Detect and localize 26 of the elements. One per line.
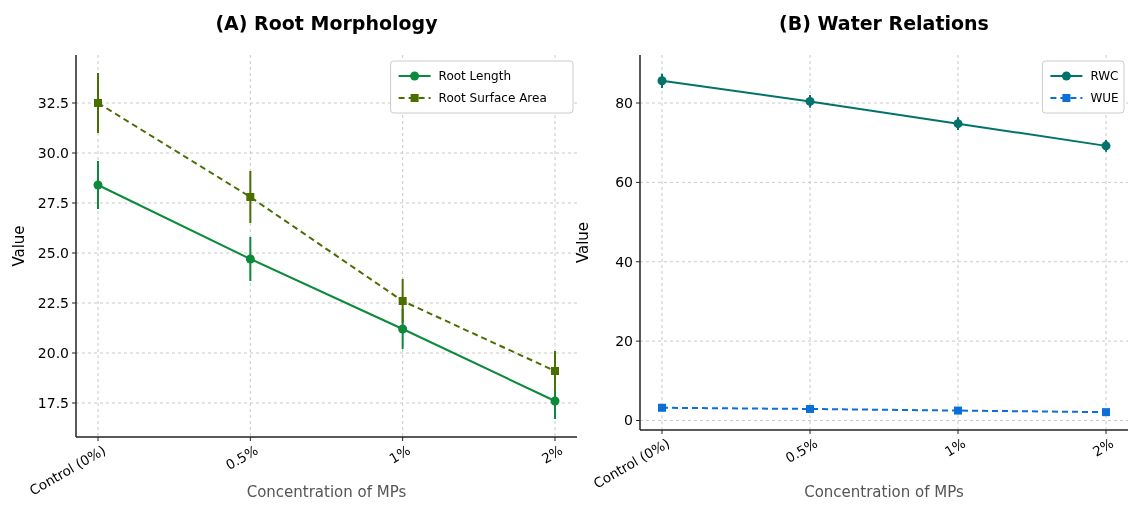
x-tick-label: 1% [386,441,414,467]
legend-label: RWC [1090,69,1119,84]
legend-label: Root Surface Area [438,91,547,106]
y-axis-title: Value [574,221,592,264]
x-tick-label: 2% [538,441,566,467]
y-tick-label: 22.5 [37,294,69,311]
y-axis-title: Value [10,225,28,267]
y-tick-label: 17.5 [37,394,69,411]
legend-label: WUE [1090,91,1119,106]
x-axis-title: Concentration of MPs [804,483,964,501]
chart-title: (A) Root Morphology [215,12,439,34]
y-tick-label: 0 [624,412,633,429]
chart-title: (B) Water Relations [779,12,989,34]
y-tick-label: 60 [615,174,633,191]
x-tick-label: 2% [1089,434,1117,460]
y-tick-label: 80 [615,94,633,111]
y-tick-label: 30.0 [37,144,69,161]
y-tick-label: 27.5 [37,194,69,211]
y-tick-label: 25.0 [37,244,69,261]
y-tick-label: 40 [615,253,633,270]
y-tick-label: 32.5 [37,94,69,111]
y-tick-label: 20.0 [37,344,69,361]
x-tick-label: 1% [941,434,969,460]
x-axis-title: Concentration of MPs [246,483,407,501]
y-tick-label: 20 [615,333,633,350]
legend-label: Root Length [438,69,512,84]
